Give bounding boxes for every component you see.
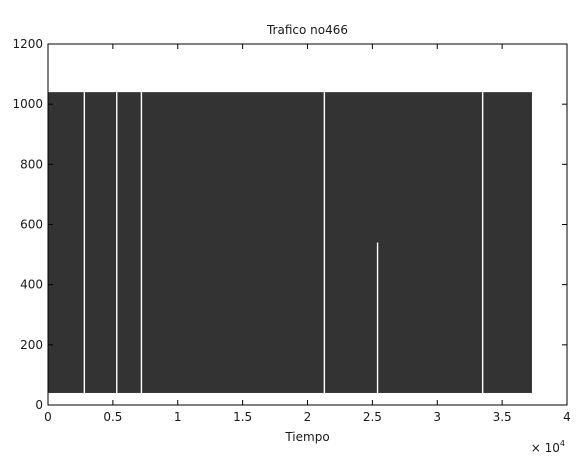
y-axis: 0 200 400 600 800 1000 1200 bbox=[12, 37, 567, 412]
y-tick-label: 1200 bbox=[12, 37, 43, 51]
x-tick-label: 2.5 bbox=[363, 410, 382, 424]
x-tick-label: 0.5 bbox=[103, 410, 122, 424]
x-axis-label: Tiempo bbox=[284, 430, 329, 444]
x-tick-label: 0 bbox=[44, 410, 52, 424]
y-tick-label: 400 bbox=[20, 278, 43, 292]
y-tick-label: 1000 bbox=[12, 97, 43, 111]
y-tick-label: 200 bbox=[20, 338, 43, 352]
y-tick-label: 600 bbox=[20, 218, 43, 232]
x-axis-scale-label: × 104 bbox=[531, 439, 565, 455]
x-tick-label: 3 bbox=[433, 410, 441, 424]
x-tick-label: 2 bbox=[304, 410, 312, 424]
y-tick-label: 800 bbox=[20, 157, 43, 171]
y-tick-label: 0 bbox=[35, 398, 43, 412]
x-scale-base: × 10 bbox=[531, 441, 560, 455]
x-axis: 0 0.5 1 1.5 2 2.5 3 3.5 4 bbox=[44, 44, 571, 424]
x-tick-label: 4 bbox=[563, 410, 571, 424]
x-tick-label: 3.5 bbox=[493, 410, 512, 424]
x-tick-label: 1.5 bbox=[233, 410, 252, 424]
chart-title: Trafico no466 bbox=[266, 23, 348, 37]
x-tick-label: 1 bbox=[174, 410, 182, 424]
traffic-area-series-0 bbox=[48, 92, 532, 393]
x-scale-exponent: 4 bbox=[560, 439, 565, 448]
data-marks bbox=[48, 92, 532, 393]
